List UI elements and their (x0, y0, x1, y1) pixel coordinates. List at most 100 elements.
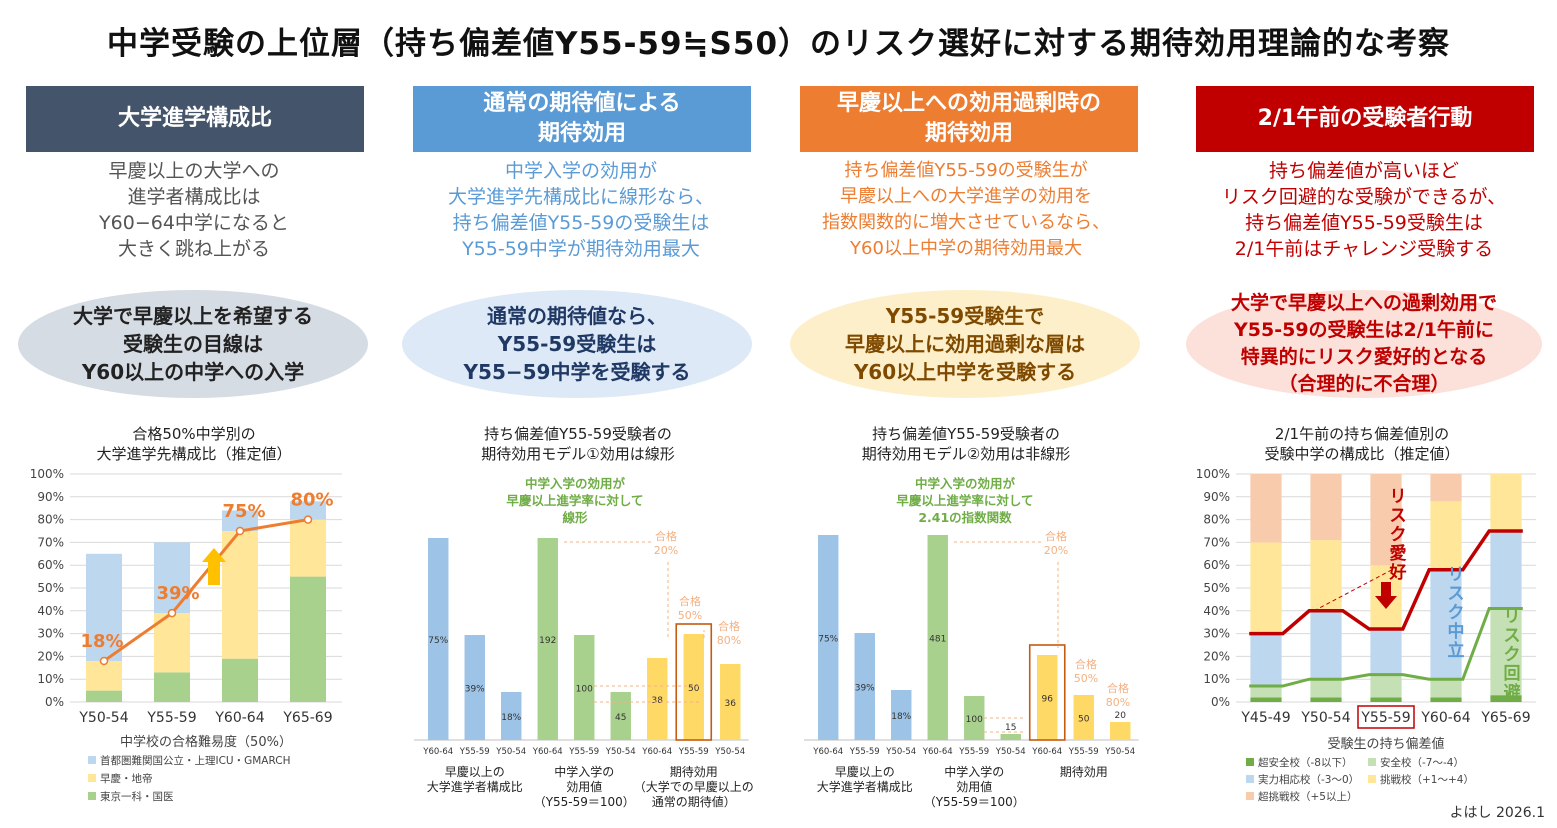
data-label: 18% (891, 712, 911, 722)
highlight-box (675, 623, 713, 741)
x-tick-label: Y60-64 (922, 747, 953, 757)
bar-segment (1250, 474, 1282, 543)
header-university-ratio: 大学進学構成比 (26, 86, 364, 152)
bar (964, 696, 985, 740)
group-label: 期待効用（大学での早慶以上の通常の期待値） (634, 764, 754, 809)
chart1-stacked-bar: 0% 10% 20% 30% 40% 50% 60% 70% 80% 90% 100% Y50-54 Y… (30, 467, 342, 803)
data-label: 45 (615, 713, 626, 723)
bar-segment (1310, 474, 1342, 541)
bar (464, 635, 485, 740)
x-tick-label: Y55-59 (1360, 710, 1410, 726)
pass-rate-label: 合格 80% (1106, 681, 1130, 709)
bar (720, 664, 741, 740)
x-tick-label: Y60-64 (422, 747, 453, 757)
safe-line (1249, 607, 1523, 688)
oval-normal-expected-utility: 通常の期待値なら、 Y55-59受験生は Y55−59中学を受験する (402, 290, 752, 398)
data-label: 50 (688, 684, 700, 694)
x-tick-label: Y55-59 (459, 747, 490, 757)
pass-rate-label: 合格 80% (717, 619, 741, 647)
highlight-box (1028, 644, 1066, 741)
desc-exam-behavior: 持ち偏差値が高いほど リスク回避的な受験ができるが、 持ち偏差値Y55-59受験… (1221, 160, 1507, 260)
x-tick-label: Y50-54 (995, 747, 1026, 757)
y-tick-label: 90% (1203, 490, 1230, 504)
bar-segment (221, 531, 259, 659)
pass-rate-label: 合格 20% (1044, 529, 1068, 557)
x-tick-label: Y50-54 (495, 747, 526, 757)
x-tick-label: Y65-69 (1480, 710, 1530, 726)
bar-segment (1430, 474, 1462, 502)
reference-dash (1313, 569, 1393, 612)
bar (1000, 734, 1021, 740)
legend-swatch (1246, 775, 1254, 783)
group-label: 早慶以上の大学進学者構成比 (427, 765, 523, 794)
annotation-label: リスク回避 (1504, 607, 1521, 703)
chart2-title: 持ち偏差値Y55-59受験者の 期待効用モデル①効用は線形 (481, 425, 675, 463)
down-arrow-icon (1375, 582, 1397, 609)
bar (818, 535, 839, 740)
annotation-label: リスク愛好 (1389, 487, 1407, 583)
oval-university-ratio: 大学で早慶以上を希望する 受験生の目線は Y60以上の中学への入学 (18, 290, 368, 398)
y-tick-label: 50% (37, 581, 64, 595)
legend-label: 挑戦校（+1〜+4） (1380, 773, 1474, 786)
legend-swatch (88, 792, 96, 800)
data-label: 96 (1042, 695, 1054, 705)
data-label: 38 (652, 696, 664, 706)
bar-segment (289, 576, 327, 702)
y-tick-label: 50% (1203, 581, 1230, 595)
data-label: 18% (80, 631, 123, 652)
y-tick-label: 10% (37, 672, 64, 686)
bar-segment (1370, 674, 1402, 698)
risk-line (1249, 529, 1523, 636)
bar-segment (1370, 474, 1402, 566)
legend-swatch (88, 774, 96, 782)
bar-segment (1250, 542, 1282, 634)
chart3-title: 持ち偏差値Y55-59受験者の 期待効用モデル②効用は非線形 (861, 425, 1071, 463)
x-tick-label: Y60-64 (532, 747, 563, 757)
bar-segment (85, 660, 123, 691)
bar (1073, 695, 1094, 740)
oval-excess-utility: Y55-59受験生で 早慶以上に効用過剰な層は Y60以上中学を受験する (790, 290, 1140, 398)
x-tick-label: Y55-59 (849, 747, 880, 757)
bar-segment (289, 501, 327, 520)
legend-swatch (1368, 758, 1376, 766)
legend-label: 超挑戦校（+5以上） (1258, 790, 1357, 803)
chart-annotation: 中学入学の効用が早慶以上進学率に対して線形 (506, 476, 643, 525)
data-label: 36 (725, 699, 737, 709)
legend-label: 早慶・地帝 (100, 772, 153, 785)
bar-segment (1490, 695, 1522, 702)
y-tick-label: 100% (1196, 467, 1230, 481)
desc-excess-utility: 持ち偏差値Y55-59の受験生が 早慶以上への大学進学の効用を 指数関数的に増大… (822, 160, 1110, 259)
x-tick-label: Y50-54 (1300, 710, 1350, 726)
group-label: 早慶以上の大学進学者構成比 (817, 765, 913, 794)
group-label: 期待効用 (1060, 764, 1108, 779)
y-tick-label: 0% (1211, 695, 1230, 709)
chart-annotation: 中学入学の効用が早慶以上進学率に対して 2.41の指数関数 (896, 476, 1033, 525)
y-tick-label: 30% (37, 627, 64, 641)
bar-segment (1310, 540, 1342, 611)
x-tick-label: Y55-59 (1068, 747, 1099, 757)
legend-swatch (1246, 758, 1254, 766)
group-label: 中学入学の効用値（Y55-59＝100） (534, 764, 635, 809)
bar-segment (1370, 697, 1402, 702)
x-tick-label: Y65-69 (282, 710, 332, 726)
data-label: 80% (290, 490, 333, 511)
y-tick-label: 30% (1203, 627, 1230, 641)
desc-university-ratio: 早慶以上の大学への 進学者構成比は Y60−64中学になると 大きく跳ね上がる (99, 160, 289, 260)
bar-segment (1310, 697, 1342, 702)
y-tick-label: 80% (1203, 513, 1230, 527)
data-label: 192 (539, 636, 556, 646)
data-label: 39% (156, 583, 199, 604)
y-tick-label: 70% (37, 535, 64, 549)
bar (891, 690, 912, 740)
x-tick-label: Y55-59 (678, 747, 709, 757)
up-arrow-icon (202, 548, 226, 585)
data-label: 50 (1078, 715, 1090, 725)
bar (574, 635, 595, 740)
bar (647, 658, 668, 740)
x-tick-label: Y60-64 (214, 710, 264, 726)
header-normal-expected-utility: 通常の期待値による 期待効用 (413, 86, 751, 152)
legend-label: 東京一科・国医 (100, 790, 174, 803)
bar-segment (153, 672, 191, 702)
chart4-title: 2/1午前の持ち偏差値別の 受験中学の構成比（推定値） (1264, 425, 1460, 463)
data-label: 100 (576, 685, 593, 695)
